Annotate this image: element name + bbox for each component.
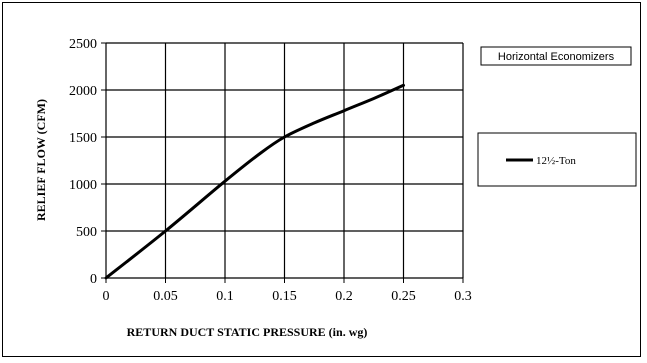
x-axis-title: RETURN DUCT STATIC PRESSURE (in. wg) [127, 325, 368, 339]
y-tick-label: 2500 [69, 37, 97, 52]
x-tick-label: 0 [103, 289, 110, 304]
subtitle-box [480, 46, 632, 66]
x-tick-label: 0.1 [216, 289, 234, 304]
series-layer [104, 83, 405, 280]
x-tick-label: 0.05 [153, 289, 178, 304]
series-line [104, 83, 405, 280]
y-tick-label: 500 [76, 225, 97, 240]
grid-layer [105, 42, 464, 279]
ticks-layer: 0 0.05 0.1 0.15 0.2 0.25 0.3 0 500 1000 1500 2000 25… [69, 37, 472, 304]
legend-box [477, 132, 637, 187]
y-tick-label: 1000 [69, 178, 97, 193]
x-tick-label: 0.15 [272, 289, 297, 304]
y-tick-label: 1500 [69, 131, 97, 146]
chart-subtitle: Horizontal Economizers [498, 51, 615, 63]
legend-label: 12½-Ton [536, 155, 576, 167]
y-tick-label: 0 [90, 272, 97, 287]
x-tick-label: 0.25 [391, 289, 416, 304]
x-tick-label: 0.2 [335, 289, 353, 304]
x-tick-label: 0.3 [454, 289, 472, 304]
y-axis-title: RELIEF FLOW (CFM) [34, 99, 48, 221]
y-tick-label: 2000 [69, 84, 97, 99]
